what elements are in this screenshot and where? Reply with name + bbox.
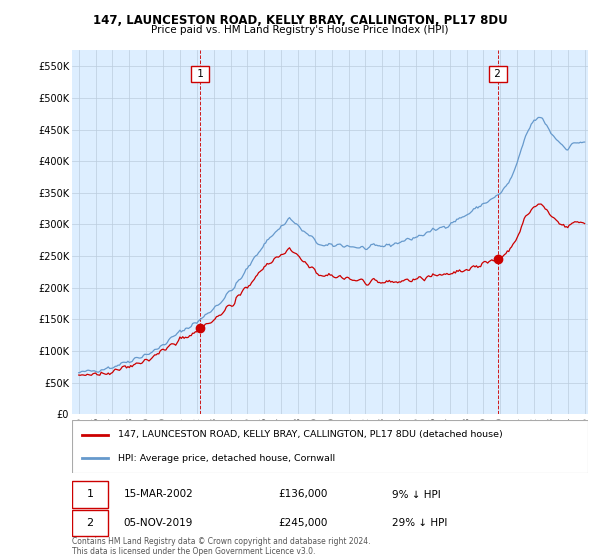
Text: Price paid vs. HM Land Registry's House Price Index (HPI): Price paid vs. HM Land Registry's House … bbox=[151, 25, 449, 35]
Text: 05-NOV-2019: 05-NOV-2019 bbox=[124, 518, 193, 528]
Text: HPI: Average price, detached house, Cornwall: HPI: Average price, detached house, Corn… bbox=[118, 454, 335, 463]
Text: 9% ↓ HPI: 9% ↓ HPI bbox=[392, 489, 440, 500]
Text: 2: 2 bbox=[491, 69, 504, 79]
Text: 147, LAUNCESTON ROAD, KELLY BRAY, CALLINGTON, PL17 8DU: 147, LAUNCESTON ROAD, KELLY BRAY, CALLIN… bbox=[92, 14, 508, 27]
Text: £245,000: £245,000 bbox=[278, 518, 328, 528]
FancyBboxPatch shape bbox=[72, 510, 108, 536]
Text: 29% ↓ HPI: 29% ↓ HPI bbox=[392, 518, 447, 528]
Text: 1: 1 bbox=[194, 69, 207, 79]
FancyBboxPatch shape bbox=[72, 481, 108, 508]
Text: 1: 1 bbox=[86, 489, 94, 500]
Text: Contains HM Land Registry data © Crown copyright and database right 2024.
This d: Contains HM Land Registry data © Crown c… bbox=[72, 537, 371, 556]
Text: £136,000: £136,000 bbox=[278, 489, 328, 500]
FancyBboxPatch shape bbox=[72, 420, 588, 473]
Text: 2: 2 bbox=[86, 518, 94, 528]
Text: 147, LAUNCESTON ROAD, KELLY BRAY, CALLINGTON, PL17 8DU (detached house): 147, LAUNCESTON ROAD, KELLY BRAY, CALLIN… bbox=[118, 431, 503, 440]
Text: 15-MAR-2002: 15-MAR-2002 bbox=[124, 489, 193, 500]
